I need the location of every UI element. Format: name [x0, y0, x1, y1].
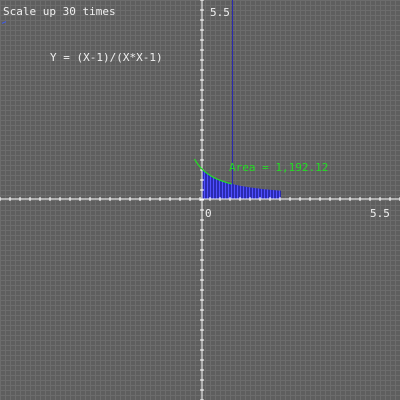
y-tick-label-max: 5.5: [210, 6, 230, 19]
area-label: Area = 1,192.12: [229, 161, 329, 174]
scale-label: Scale up 30 times: [3, 5, 116, 18]
area-under-curve: [202, 0, 281, 199]
x-tick-label-max: 5.5: [370, 207, 390, 220]
function-curve: [193, 158, 232, 185]
equation-label: Y = (X-1)/(X*X-1): [50, 51, 163, 64]
x-tick-label-origin: 0: [205, 207, 212, 220]
